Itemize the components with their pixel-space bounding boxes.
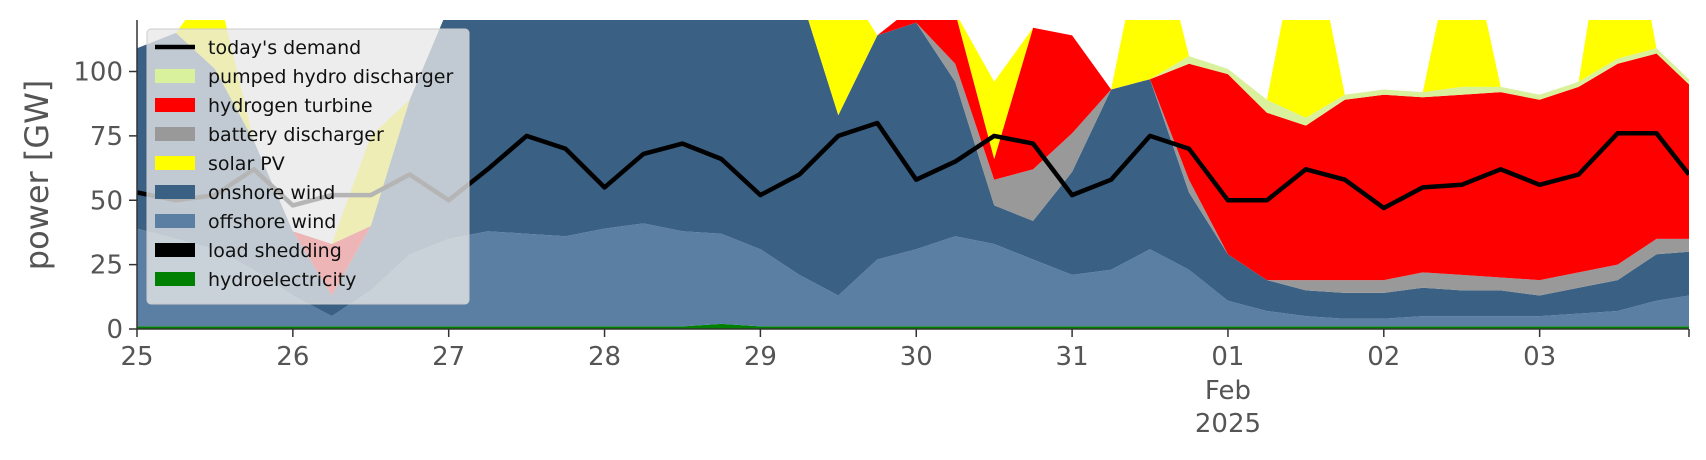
x-tick-label: 01: [1211, 342, 1244, 372]
y-tick-label: 100: [73, 58, 123, 88]
x-tick-label: 31: [1056, 342, 1089, 372]
legend-label: solar PV: [208, 153, 285, 175]
legend-label: hydroelectricity: [208, 269, 356, 291]
legend-swatch: [155, 243, 195, 257]
area-hydroelectricity: [137, 323, 1689, 329]
y-tick-label: 0: [106, 315, 123, 345]
legend-swatch: [155, 272, 195, 286]
area-offshore-wind: [137, 223, 1689, 327]
legend: today's demand pumped hydro discharger hyd…: [146, 28, 470, 305]
x-tick-sublabel: 2025: [1195, 409, 1261, 439]
legend-label: pumped hydro discharger: [208, 66, 453, 88]
legend-swatch: [155, 156, 195, 170]
legend-label: load shedding: [208, 240, 342, 262]
x-tick-label: 27: [432, 342, 465, 372]
plot-area: [137, 20, 1689, 329]
x-tick-label: 26: [276, 342, 309, 372]
legend-label: hydrogen turbine: [208, 95, 373, 117]
area-onshore-wind: [137, 20, 1689, 319]
legend-label: battery discharger: [208, 124, 384, 146]
legend-label: offshore wind: [208, 211, 336, 233]
legend-box: [146, 28, 470, 305]
x-tick-label: 30: [900, 342, 933, 372]
legend-swatch: [155, 185, 195, 199]
legend-swatch: [155, 69, 195, 83]
y-tick-label: 50: [90, 186, 123, 216]
y-tick-label: 25: [90, 251, 123, 281]
legend-label: today's demand: [208, 37, 361, 59]
legend-label: onshore wind: [208, 182, 335, 204]
x-tick-label: 28: [588, 342, 621, 372]
y-axis-label: power [GW]: [18, 80, 56, 270]
x-tick-sublabel: Feb: [1205, 376, 1251, 406]
x-tick-label: 02: [1367, 342, 1400, 372]
y-tick-label: 75: [90, 122, 123, 152]
area-hydrogen-turbine: [137, 20, 1689, 296]
area-solar-pv: [137, 20, 1689, 244]
legend-swatch: [155, 98, 195, 112]
legend-swatch: [155, 127, 195, 141]
x-tick-label: 03: [1523, 342, 1556, 372]
legend-swatch: [155, 214, 195, 228]
x-tick-label: 25: [120, 342, 153, 372]
x-tick-label: 29: [744, 342, 777, 372]
